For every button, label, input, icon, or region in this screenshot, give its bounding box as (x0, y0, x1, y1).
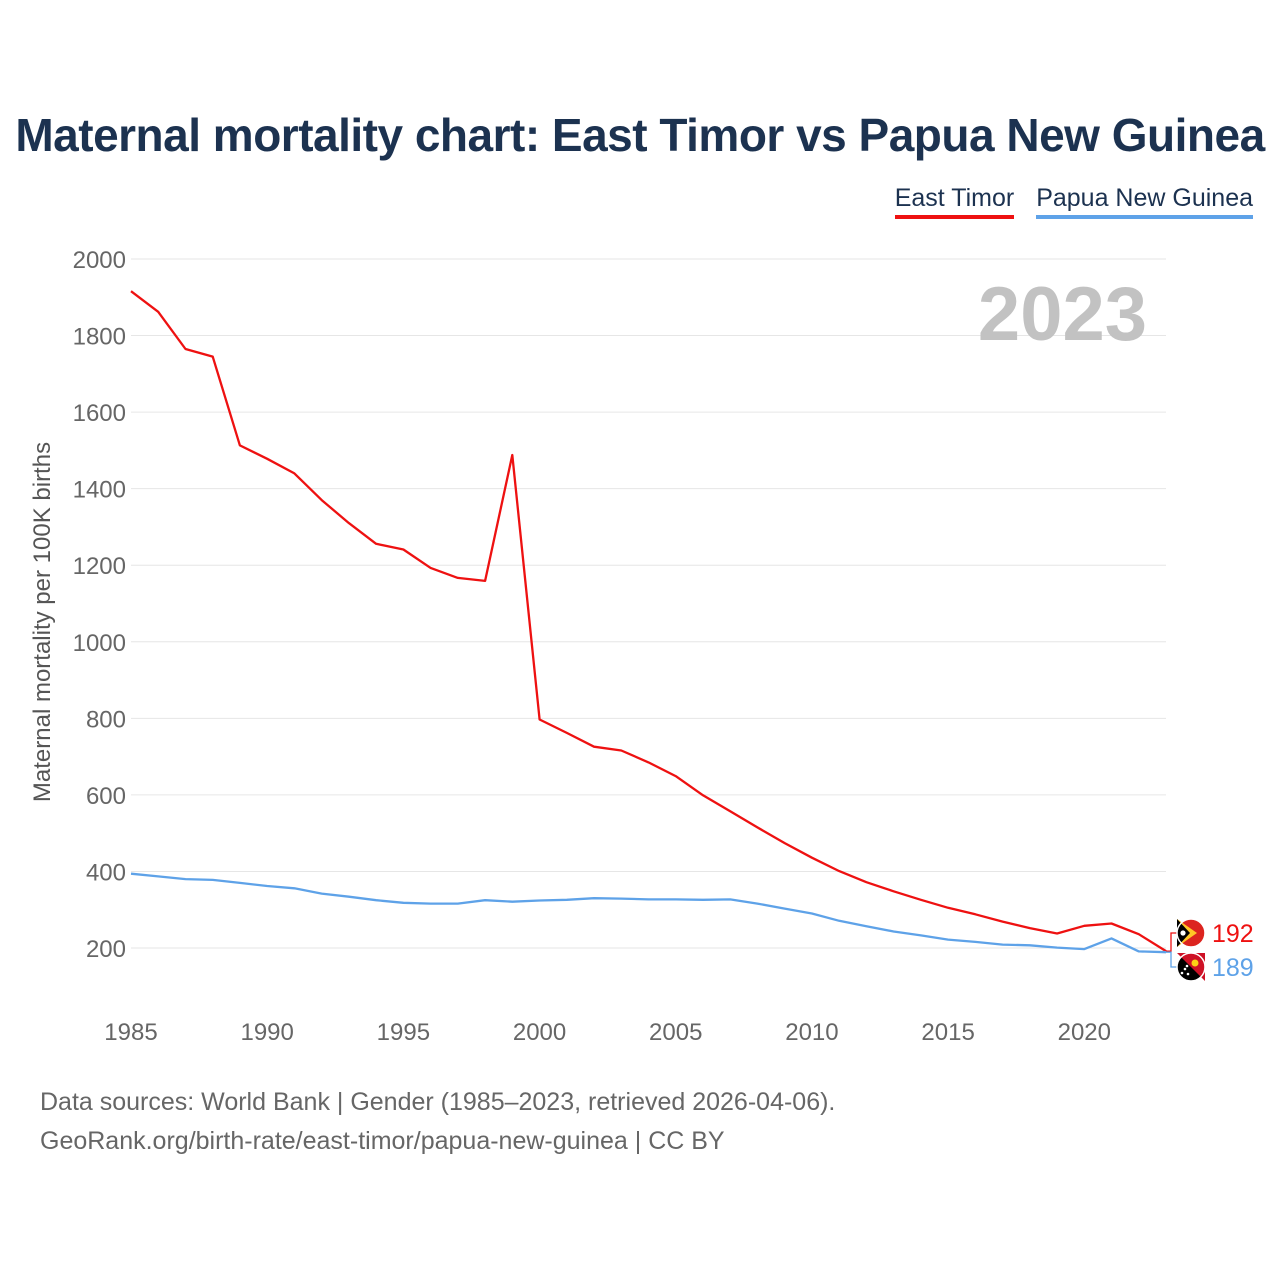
flag-outline (1176, 952, 1206, 982)
x-tick-2005: 2005 (649, 1019, 702, 1046)
x-tick-2020: 2020 (1058, 1019, 1111, 1046)
flag-star-3 (1185, 964, 1189, 968)
flag-bird (1191, 959, 1199, 967)
legend-item-papua-new-guinea[interactable]: Papua New Guinea (1036, 184, 1253, 219)
y-tick-800: 800 (86, 706, 126, 733)
east-timor-flag-icon (1176, 918, 1206, 948)
end-connector-1 (1166, 951, 1178, 968)
flag-star-1 (1186, 972, 1190, 976)
x-tick-2015: 2015 (921, 1019, 974, 1046)
flag-star-2 (1180, 971, 1184, 975)
y-tick-1000: 1000 (73, 630, 126, 657)
x-tick-1985: 1985 (104, 1019, 157, 1046)
y-tick-1600: 1600 (73, 400, 126, 427)
x-tick-1990: 1990 (240, 1019, 293, 1046)
y-tick-1400: 1400 (73, 477, 126, 504)
end-value-label-0: 192 (1212, 920, 1254, 948)
flag-red-half (1177, 953, 1205, 981)
source-note: Data sources: World Bank | Gender (1985–… (40, 1088, 836, 1116)
legend: East Timor Papua New Guinea (894, 184, 1253, 219)
series-lines (130, 290, 1167, 954)
flag-star-0 (1183, 967, 1187, 971)
flag-star (1180, 930, 1186, 936)
y-tick-400: 400 (86, 859, 126, 886)
chart-title: Maternal mortality chart: East Timor vs … (15, 109, 1265, 161)
x-axis-ticks: 1985 1990 1995 2000 2005 2010 2015 2020 (104, 1019, 1111, 1046)
end-connector-0 (1166, 932, 1178, 952)
year-watermark: 2023 (978, 272, 1147, 357)
x-tick-1995: 1995 (377, 1019, 430, 1046)
y-tick-2000: 2000 (73, 247, 126, 274)
y-tick-1800: 1800 (73, 324, 126, 351)
y-tick-200: 200 (86, 936, 126, 963)
x-tick-2000: 2000 (513, 1019, 566, 1046)
y-axis-ticks: 200 400 600 800 1000 1200 1400 1600 1800 2000 (73, 247, 126, 963)
legend-item-east-timor[interactable]: East Timor (894, 184, 1015, 219)
papua-new-guinea-flag-icon (1176, 952, 1206, 982)
y-tick-1200: 1200 (73, 553, 126, 580)
series-line-east-timor (130, 290, 1167, 953)
y-tick-600: 600 (86, 783, 126, 810)
flag-outline (1176, 918, 1206, 948)
grid-lines (131, 258, 1166, 949)
y-axis-label: Maternal mortality per 100K births (29, 442, 56, 802)
series-line-papua-new-guinea (130, 872, 1167, 954)
x-tick-2010: 2010 (785, 1019, 838, 1046)
source-url: GeoRank.org/birth-rate/east-timor/papua-… (40, 1127, 725, 1155)
end-value-label-1: 189 (1212, 954, 1254, 982)
